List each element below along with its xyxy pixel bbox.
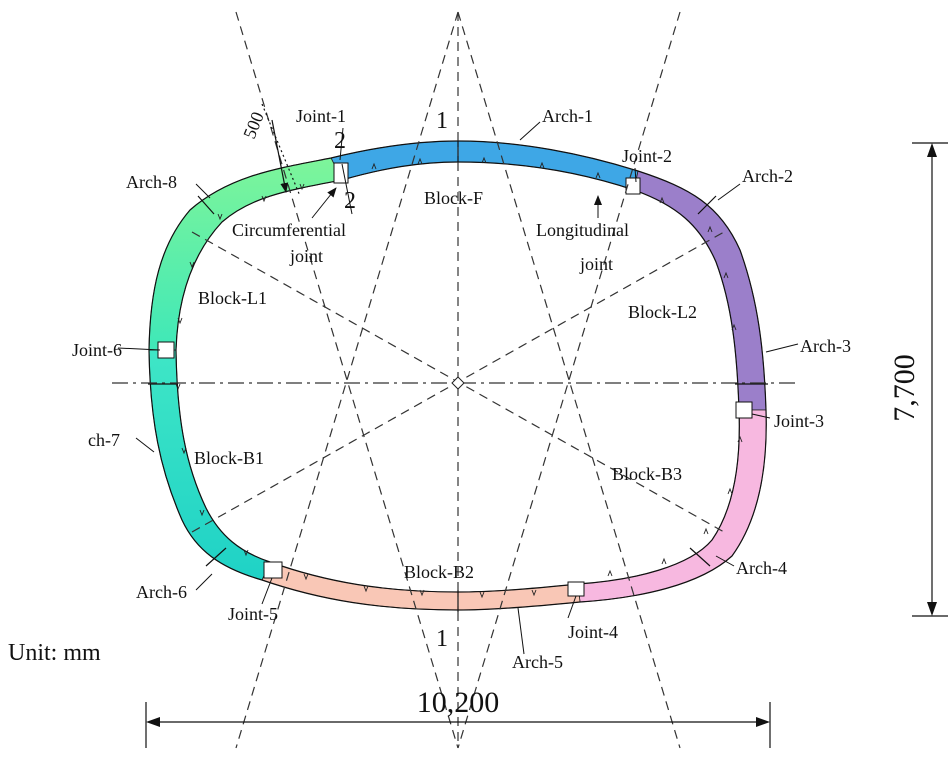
label-joint-6: Joint-6 <box>72 340 122 360</box>
label-arch-7: ch-7 <box>88 430 120 450</box>
label-longitudinal-joint-line1: Longitudinal <box>536 220 629 240</box>
label-arch-8: Arch-8 <box>126 172 177 192</box>
height-dimension: 7,700 <box>888 142 948 617</box>
construction-lines <box>112 11 796 749</box>
label-block-f: Block-F <box>424 188 483 208</box>
label-section-2-top: 2 <box>334 128 346 154</box>
leader-lines <box>117 121 799 655</box>
joint-4-connector <box>567 581 585 597</box>
thickness-label: 500 <box>239 109 268 142</box>
unit-label: Unit: mm <box>8 640 101 666</box>
label-section-1-top: 1 <box>436 108 448 134</box>
label-arch-4: Arch-4 <box>736 558 787 578</box>
label-section-1-bottom: 1 <box>436 626 448 652</box>
label-arch-6: Arch-6 <box>136 582 187 602</box>
label-block-l2: Block-L2 <box>628 302 697 322</box>
label-arch-5: Arch-5 <box>512 652 563 672</box>
label-joint-3: Joint-3 <box>774 411 824 431</box>
width-value: 10,200 <box>417 686 500 719</box>
joint-1-connector <box>333 162 349 184</box>
joint-6-connector <box>157 341 175 359</box>
labels: Joint-1 Joint-2 Joint-3 Joint-4 Joint-5 … <box>8 106 851 672</box>
label-block-b3: Block-B3 <box>612 464 682 484</box>
width-dimension: 10,200 <box>145 686 771 748</box>
bolt-markers <box>175 156 743 599</box>
label-arch-1: Arch-1 <box>542 106 593 126</box>
label-longitudinal-joint-line2: joint <box>579 254 613 274</box>
joint-5-connector <box>263 561 283 579</box>
label-arch-2: Arch-2 <box>742 166 793 186</box>
label-circumferential-joint-line2: joint <box>289 246 323 266</box>
joint-3-connector <box>735 401 753 419</box>
joint-2-connector <box>625 177 641 195</box>
label-arch-3: Arch-3 <box>800 336 851 356</box>
height-value: 7,700 <box>888 354 921 422</box>
label-joint-2: Joint-2 <box>622 146 672 166</box>
label-section-2-bottom: 2 <box>344 188 356 214</box>
label-block-b2: Block-B2 <box>404 562 474 582</box>
label-circumferential-joint-line1: Circumferential <box>232 220 346 240</box>
label-joint-5: Joint-5 <box>228 604 278 624</box>
label-joint-1: Joint-1 <box>296 106 346 126</box>
label-block-b1: Block-B1 <box>194 448 264 468</box>
center-marker <box>451 376 465 390</box>
label-block-l1: Block-L1 <box>198 288 267 308</box>
label-joint-4: Joint-4 <box>568 622 618 642</box>
block-l2-segment <box>633 170 767 411</box>
